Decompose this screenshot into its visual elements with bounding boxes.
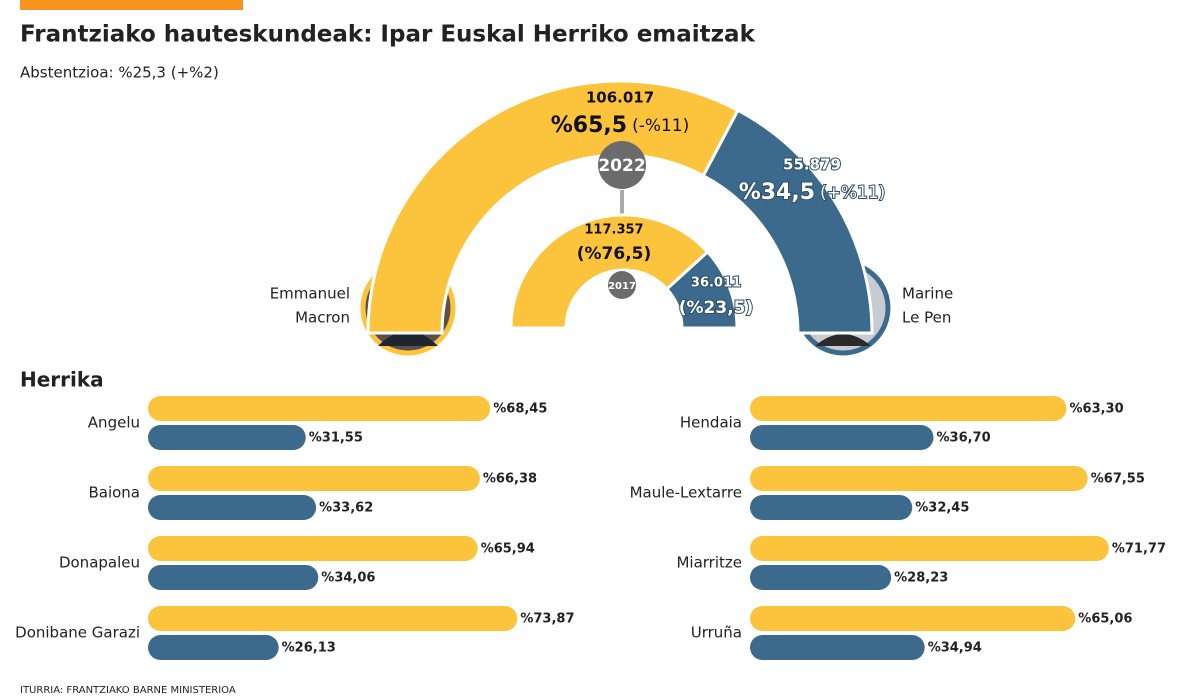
- percent-value: %34,5: [739, 180, 815, 205]
- vote-count: 117.357: [584, 223, 643, 238]
- year-label: 2022: [598, 156, 645, 176]
- year-label: 2017: [608, 281, 636, 292]
- value-label: %65,94: [481, 542, 535, 557]
- bar: [148, 495, 317, 520]
- value-label: %31,55: [309, 431, 363, 446]
- category-label: Donibane Garazi: [15, 624, 140, 642]
- accent-bar: [20, 0, 243, 10]
- percent-value: (%76,5): [577, 244, 652, 264]
- category-label: Angelu: [88, 414, 140, 432]
- category-label: Urruña: [691, 624, 742, 642]
- category-label: Maule-Lextarre: [630, 484, 742, 502]
- vote-count: 36.011: [691, 276, 741, 291]
- source: ITURRIA: FRANTZIAKO BARNE MINISTERIOA: [20, 685, 236, 696]
- value-label: %68,45: [493, 402, 547, 417]
- percent-change: (-%11): [632, 116, 689, 136]
- value-label: %71,77: [1112, 542, 1166, 557]
- category-label: Hendaia: [680, 414, 742, 432]
- pie-segment: [664, 249, 739, 330]
- value-label: %28,23: [894, 571, 948, 586]
- percent-value: %65,5: [551, 113, 627, 138]
- value-label: %36,70: [937, 431, 991, 446]
- percent-label: (%23,5): [679, 298, 754, 318]
- value-label: %26,13: [282, 641, 336, 656]
- candidate-last-name: Le Pen: [902, 309, 951, 327]
- value-label: %32,45: [915, 501, 969, 516]
- value-label: %34,94: [928, 641, 982, 656]
- bar: [750, 536, 1109, 561]
- category-label: Miarritze: [676, 554, 742, 572]
- percent-change: (+%11): [820, 183, 885, 203]
- pie-segment: [366, 79, 740, 335]
- value-label: %66,38: [483, 472, 537, 487]
- bar: [148, 466, 480, 491]
- bar: [750, 425, 934, 450]
- bar: [148, 425, 306, 450]
- bar: [750, 635, 925, 660]
- value-label: %65,06: [1078, 612, 1132, 627]
- year-badge: [598, 141, 646, 189]
- title: Frantziako hauteskundeak: Ipar Euskal He…: [20, 22, 756, 48]
- bar: [148, 606, 518, 631]
- pie-segment: [509, 213, 710, 330]
- bar: [750, 495, 913, 520]
- bar: [750, 466, 1088, 491]
- percent-label: %65,5 (-%11): [551, 113, 690, 138]
- bar: [148, 635, 279, 660]
- candidate-first-name: Marine: [902, 285, 953, 303]
- value-label: %34,06: [321, 571, 375, 586]
- bar: [148, 536, 478, 561]
- percent-label: %34,5 (+%11): [739, 180, 886, 205]
- year-badge: [608, 271, 636, 299]
- bar: [750, 606, 1076, 631]
- category-label: Baiona: [88, 484, 140, 502]
- category-label: Donapaleu: [59, 554, 140, 572]
- value-label: %63,30: [1070, 402, 1124, 417]
- section-title: Herrika: [20, 368, 104, 392]
- bar: [148, 565, 319, 590]
- subtitle: Abstentzioa: %25,3 (+%2): [20, 64, 219, 82]
- candidate-first-name: Emmanuel: [270, 285, 350, 303]
- vote-count: 55.879: [783, 156, 841, 174]
- percent-label: (%76,5): [577, 244, 652, 264]
- value-label: %33,62: [319, 501, 373, 516]
- bar: [148, 396, 491, 421]
- vote-count: 106.017: [586, 89, 654, 107]
- candidate-last-name: Macron: [295, 309, 350, 327]
- percent-value: (%23,5): [679, 298, 754, 318]
- value-label: %73,87: [520, 612, 574, 627]
- pie-segment: [701, 108, 874, 335]
- bar: [750, 396, 1067, 421]
- value-label: %67,55: [1091, 472, 1145, 487]
- bar: [750, 565, 892, 590]
